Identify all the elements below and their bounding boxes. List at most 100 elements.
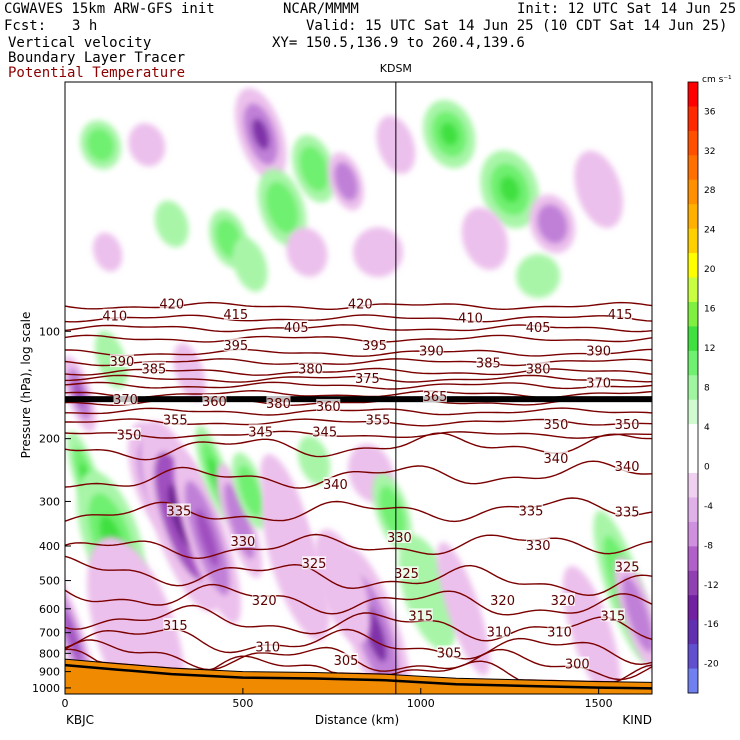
- contour-label-bg: [223, 306, 248, 320]
- contour-label: 345: [312, 425, 337, 440]
- header-model: CGWAVES 15km ARW-GFS init: [4, 1, 215, 17]
- w-blob-layer: [97, 239, 118, 266]
- w-blob-layer: [265, 181, 299, 234]
- contour-label-bg: [348, 296, 373, 310]
- x-tick-label: 0: [62, 697, 69, 710]
- contour-label-bg: [547, 624, 572, 638]
- colorbar-swatch: [688, 448, 698, 474]
- w-blob: [235, 87, 287, 181]
- colorbar-swatch: [688, 106, 698, 132]
- contour-label: 310: [487, 626, 512, 641]
- w-blob: [93, 232, 123, 272]
- contour-label: 305: [437, 646, 462, 661]
- colorbar-tick-label: 16: [704, 305, 716, 315]
- w-blob: [423, 99, 476, 169]
- colorbar-swatch: [688, 595, 698, 621]
- contour-label-bg: [586, 375, 611, 389]
- y-tick-label: 300: [39, 495, 60, 508]
- theta-line: [65, 583, 652, 616]
- y-tick-label: 800: [39, 647, 60, 660]
- contour-label-bg: [526, 361, 551, 375]
- colorbar-swatch: [688, 497, 698, 523]
- w-blob: [480, 150, 540, 229]
- colorbar-swatch: [688, 179, 698, 205]
- contour-label: 370: [586, 376, 611, 391]
- contour-label-bg: [408, 608, 433, 622]
- colorbar-swatch: [688, 82, 698, 107]
- theta-line: [65, 324, 652, 333]
- contour-label-bg: [458, 310, 483, 324]
- station-right: KIND: [622, 713, 652, 727]
- theta-line: [65, 334, 652, 343]
- contour-label: 370: [113, 393, 138, 408]
- contour-label-bg: [266, 396, 291, 410]
- contour-label: 380: [526, 363, 551, 378]
- contour-label: 415: [608, 308, 633, 323]
- colorbar-border: [687, 81, 699, 694]
- w-blob: [231, 452, 269, 530]
- contour-label-bg: [102, 308, 127, 322]
- marker-label: KDSM: [380, 62, 412, 75]
- contour-label: 310: [547, 626, 572, 641]
- contour-label-bg: [230, 534, 255, 548]
- contour-label: 330: [526, 539, 551, 554]
- contour-label: 335: [615, 505, 640, 520]
- contour-label-bg: [252, 592, 277, 606]
- w-blob: [154, 200, 189, 248]
- contour-label-bg: [600, 608, 625, 622]
- contour-label: 380: [266, 397, 291, 412]
- colorbar-tick-label: 24: [704, 226, 716, 236]
- tropopause-band: [65, 396, 652, 403]
- w-blob: [173, 452, 241, 624]
- w-blob: [353, 227, 404, 278]
- contour-label: 385: [476, 356, 501, 371]
- y-axis-label: Pressure (hPa), log scale: [19, 312, 33, 459]
- contour-label: 395: [223, 339, 248, 354]
- contour-label-bg: [141, 361, 166, 375]
- w-blob: [286, 227, 328, 277]
- colorbar-swatch: [688, 155, 698, 181]
- x-axis-label: Distance (km): [315, 713, 399, 727]
- contour-label: 355: [366, 414, 391, 429]
- contour-label: 395: [362, 339, 387, 354]
- w-blob-layer: [103, 568, 169, 694]
- contour-label: 415: [223, 308, 248, 323]
- w-blob: [529, 194, 576, 254]
- w-blob: [437, 542, 490, 676]
- contour-label-bg: [615, 504, 640, 518]
- plot-frame: [64, 81, 653, 695]
- contour-label: 310: [255, 640, 280, 655]
- contour-label: 390: [419, 345, 444, 360]
- w-blob-layer: [160, 208, 184, 240]
- contour-label: 320: [551, 594, 576, 609]
- contour-label: 410: [458, 311, 483, 326]
- theta-contour-labels: 420 415 420 415 410 405 410 405 395 395 390 390 390 3…: [102, 296, 640, 694]
- contour-label: 325: [394, 567, 419, 582]
- colorbar-swatch: [688, 228, 698, 254]
- contour-label-bg: [366, 412, 391, 426]
- w-blob: [80, 120, 122, 170]
- y-tick-label: 700: [39, 627, 60, 640]
- header-fcst-label: Fcst:: [4, 18, 47, 34]
- w-blob-layer: [379, 485, 406, 538]
- contour-label-bg: [117, 427, 142, 441]
- contour-label: 335: [519, 504, 544, 519]
- header-valid: Valid: 15 UTC Sat 14 Jun 25 (10 CDT Sat …: [306, 18, 728, 34]
- w-blob-layer: [445, 564, 482, 654]
- contour-label-bg: [615, 458, 640, 472]
- header-contour-field: Potential Temperature: [8, 65, 186, 81]
- colorbar-swatch: [688, 253, 698, 279]
- frame-border: [64, 81, 653, 695]
- y-tick-label: 400: [39, 540, 60, 553]
- contour-label-bg: [422, 389, 447, 403]
- contour-label: 315: [408, 609, 433, 624]
- colorbar-swatch: [688, 204, 698, 230]
- w-blob-layer: [440, 122, 459, 146]
- contour-label: 365: [423, 390, 448, 405]
- w-blob: [574, 150, 623, 229]
- colorbar-tick-label: 0: [704, 462, 710, 472]
- w-blob-layer: [469, 217, 501, 260]
- contour-label-bg: [163, 412, 188, 426]
- w-blob-layer: [361, 235, 395, 269]
- y-tick-label: 500: [39, 575, 60, 588]
